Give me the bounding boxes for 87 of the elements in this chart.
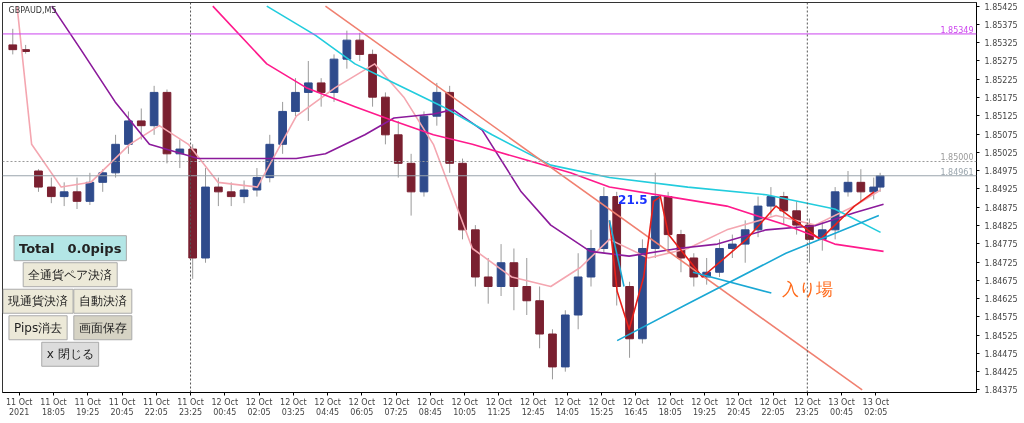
- line-series: [212, 5, 885, 253]
- x-tick-label: 12 Oct 15:25: [588, 397, 616, 418]
- x-tick-label: 12 Oct 14:05: [554, 397, 581, 418]
- x-tick-label: 12 Oct 11:25: [485, 397, 513, 418]
- x-tick-label: 13 Oct 02:05: [862, 397, 890, 418]
- candlestick: [715, 238, 724, 278]
- x-tick-label: 12 Oct 23:25: [794, 397, 821, 418]
- candlestick: [8, 28, 18, 55]
- annotation: 21.5: [618, 192, 648, 207]
- annotation: Pips消去: [13, 320, 63, 335]
- x-tick-label: 13 Oct 00:45: [828, 397, 855, 418]
- candlestick: [843, 170, 853, 198]
- candlestick: [355, 32, 365, 62]
- x-tick-label: 12 Oct 08:45: [417, 397, 444, 418]
- y-tick-label: 1.85025: [984, 148, 1018, 158]
- y-tick-label: 1.84475: [984, 349, 1018, 359]
- candlestick: [316, 77, 326, 108]
- y-tick-label: 1.84425: [984, 368, 1018, 378]
- x-tick-label: 12 Oct 03:25: [280, 397, 307, 418]
- y-tick-label: 1.84375: [984, 386, 1018, 396]
- y-tick-label: 1.84725: [984, 258, 1018, 268]
- x-tick-label: 12 Oct 07:25: [382, 397, 410, 418]
- x-tick-label: 12 Oct 00:45: [211, 397, 239, 418]
- x-tick-label: 11 Oct 22:05: [142, 397, 170, 418]
- annotation: 現通貨決済: [8, 294, 69, 309]
- annotation: 自動決済: [78, 294, 127, 309]
- y-tick-label: 1.84825: [984, 221, 1018, 231]
- annotation: 入り場: [781, 279, 833, 300]
- ref-line-label: 1.84961: [940, 167, 974, 177]
- candlestick: [856, 168, 866, 202]
- y-tick-label: 1.85075: [984, 130, 1018, 140]
- candlestick: [522, 257, 532, 316]
- y-tick-label: 1.84975: [984, 167, 1018, 177]
- x-tick-label: 11 Oct 20:45: [108, 397, 136, 418]
- x-tick-label: 12 Oct 16:45: [622, 397, 650, 418]
- y-tick-label: 1.84625: [984, 295, 1018, 305]
- ref-line-label: 1.85349: [940, 25, 974, 35]
- candlestick: [483, 257, 493, 305]
- x-tick-label: 12 Oct 22:05: [759, 397, 787, 418]
- y-tick-label: 1.85275: [984, 57, 1018, 67]
- candlestick: [728, 234, 737, 259]
- candlestick: [226, 181, 236, 207]
- candlestick: [496, 243, 506, 297]
- x-tick-label: 12 Oct 19:25: [691, 397, 718, 418]
- x-tick-label: 11 Oct 2021: [5, 397, 33, 418]
- y-tick-label: 1.84525: [984, 331, 1018, 341]
- x-tick-label: 12 Oct 02:05: [245, 397, 273, 418]
- y-tick-label: 1.85375: [984, 20, 1018, 30]
- y-tick-label: 1.85175: [984, 94, 1018, 104]
- candlestick: [291, 77, 300, 117]
- annotation: Total 0.0pips: [19, 240, 122, 256]
- x-tick-label: 12 Oct 12:45: [519, 397, 547, 418]
- candlestick: [509, 247, 519, 311]
- y-tick-label: 1.85325: [984, 39, 1018, 49]
- x-tick-label: 12 Oct 18:05: [656, 397, 684, 418]
- candlestick: [766, 186, 776, 217]
- line-series: [265, 5, 882, 234]
- candlestick: [85, 172, 95, 206]
- candlestick: [34, 168, 43, 193]
- annotation: 全通貨ペア決済: [28, 267, 113, 282]
- candlestick: [239, 180, 249, 204]
- y-tick-label: 1.84775: [984, 240, 1018, 250]
- x-tick-label: 11 Oct 19:25: [74, 397, 102, 418]
- y-tick-label: 1.84875: [984, 203, 1018, 213]
- candlestick: [342, 30, 352, 70]
- candlestick: [72, 177, 82, 210]
- candlestick: [214, 177, 223, 207]
- line-series: [616, 214, 880, 342]
- x-tick-label: 12 Oct 04:45: [314, 397, 341, 418]
- x-tick-label: 11 Oct 18:05: [40, 397, 67, 418]
- candlestick: [46, 177, 56, 204]
- x-tick-label: 12 Oct 20:45: [725, 397, 753, 418]
- y-tick-label: 1.85425: [984, 2, 1018, 12]
- x-tick-label: 12 Oct 06:05: [348, 397, 376, 418]
- x-tick-label: 11 Oct 23:25: [177, 397, 204, 418]
- x-tick-label: 12 Oct 10:05: [451, 397, 478, 418]
- y-tick-label: 1.84575: [984, 313, 1018, 323]
- annotation: 画面保存: [78, 320, 127, 335]
- candlestick: [59, 181, 69, 207]
- annotation: x 閉じる: [46, 347, 94, 362]
- candlestick: [136, 108, 146, 141]
- y-tick-label: 1.85125: [984, 112, 1018, 122]
- y-tick-label: 1.84925: [984, 185, 1018, 195]
- y-tick-label: 1.85225: [984, 75, 1018, 85]
- ref-line-label: 1.85000: [940, 153, 974, 163]
- y-tick-label: 1.84675: [984, 276, 1018, 286]
- candlestick: [124, 110, 133, 155]
